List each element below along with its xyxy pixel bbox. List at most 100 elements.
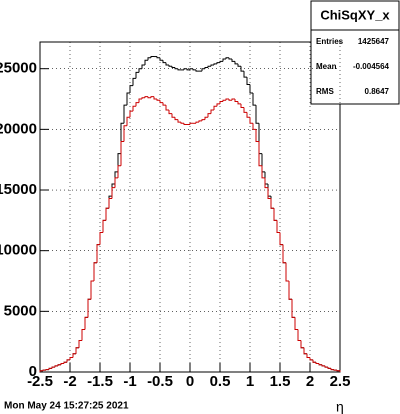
histogram-bin [192,68,196,71]
histogram-bin [177,119,181,123]
histogram-bin [78,339,82,348]
histogram-bin [213,63,217,66]
stats-value: -0.004564 [353,62,390,71]
histogram-bin [198,120,202,123]
histogram-bin [336,370,341,372]
histogram-bin [66,359,70,363]
histogram-bin [183,68,187,70]
histogram-bin [324,365,328,368]
histogram-bin [168,65,172,67]
histogram-bin [264,177,268,189]
histogram-bin [174,117,178,121]
histogram-bin [48,367,52,370]
histogram-bin [117,165,121,178]
histogram-bin [153,96,157,100]
histogram-bin [231,58,235,62]
histogram-bin [276,220,280,233]
histogram-bin [318,363,322,366]
histogram-bin [252,123,256,130]
histogram-bin [126,92,130,106]
histogram-bin [255,105,259,124]
histogram-bin [147,57,151,61]
histogram-bin [216,62,220,64]
histogram-bin [195,121,199,124]
x-tick-label: -1.5 [87,373,113,390]
y-tick-label: 20000 [0,120,37,137]
histogram-bin [102,219,106,233]
histogram-bin [54,365,58,368]
y-tick-label: 25000 [0,60,37,77]
histogram-bin [327,367,331,369]
histogram-bin [261,165,265,179]
histogram-bin [243,71,247,78]
x-tick-label: 1.5 [270,373,291,390]
histogram-bin [222,99,226,102]
histogram-bin [306,353,310,358]
histogram-bin [189,122,193,125]
histogram-bin [270,198,274,209]
histogram-bin [195,69,199,72]
histogram-bin [207,65,211,68]
histogram-bin [183,123,187,125]
stats-value: 1425647 [358,37,390,46]
histogram-bin [219,100,223,104]
histogram-bin [252,92,256,106]
histogram-bin [246,112,250,118]
histogram-bin [93,262,97,282]
histogram-bin [189,68,193,70]
timestamp: Mon May 24 15:27:25 2021 [4,401,129,412]
histogram-bin [180,122,184,124]
histogram-bin [156,56,160,59]
histogram-bin [216,103,220,107]
histogram-bin [315,362,319,365]
histogram-bin [237,63,241,67]
histogram-bin [96,244,100,263]
histogram-bin [288,281,292,300]
histogram-bin [132,77,136,86]
stats-label: RMS [316,87,334,96]
histogram-bin [162,102,166,106]
histogram-bin [165,62,169,66]
histogram-bin [285,262,289,282]
histogram-bin [39,370,43,372]
histogram-bin [123,125,127,142]
histogram-bin [240,103,244,109]
histogram-bin [273,208,277,221]
x-tick-label: 0.5 [210,373,231,390]
histogram-bin [51,366,55,369]
histogram-bin [279,232,283,246]
histogram-bin [177,68,181,71]
histogram-bin [255,129,259,142]
histogram-bin [75,347,79,354]
y-tick-label: 0 [29,363,37,380]
y-tick-label: 10000 [0,242,37,259]
histogram-bin [333,369,337,371]
stats-value: 0.8647 [365,87,390,96]
histogram-bin [258,141,262,167]
histogram-bin [249,117,253,124]
histogram-bin [282,244,286,264]
histogram-bin [210,109,214,114]
histogram-bin [321,364,325,367]
histogram-bin [204,66,208,69]
histogram-bin [90,280,94,300]
histogram-bin [144,96,148,98]
histogram-bin [225,98,229,101]
histogram-bin [138,68,142,73]
histogram-bin [201,68,205,72]
stats-label: Entries [316,37,344,46]
histogram-bin [87,298,91,318]
histogram-bin [126,116,130,126]
histogram-bin [72,353,76,358]
histogram-bin [246,77,250,85]
histogram-bin [171,66,175,68]
histogram-bin [186,68,190,71]
histogram-bin [219,60,223,63]
histogram-bin [129,110,133,118]
histogram-bin [57,364,61,366]
histogram-bin [60,363,64,365]
stats-label: Mean [316,62,337,71]
x-tick-label: 2.5 [330,373,351,390]
histogram-bin [114,177,118,188]
